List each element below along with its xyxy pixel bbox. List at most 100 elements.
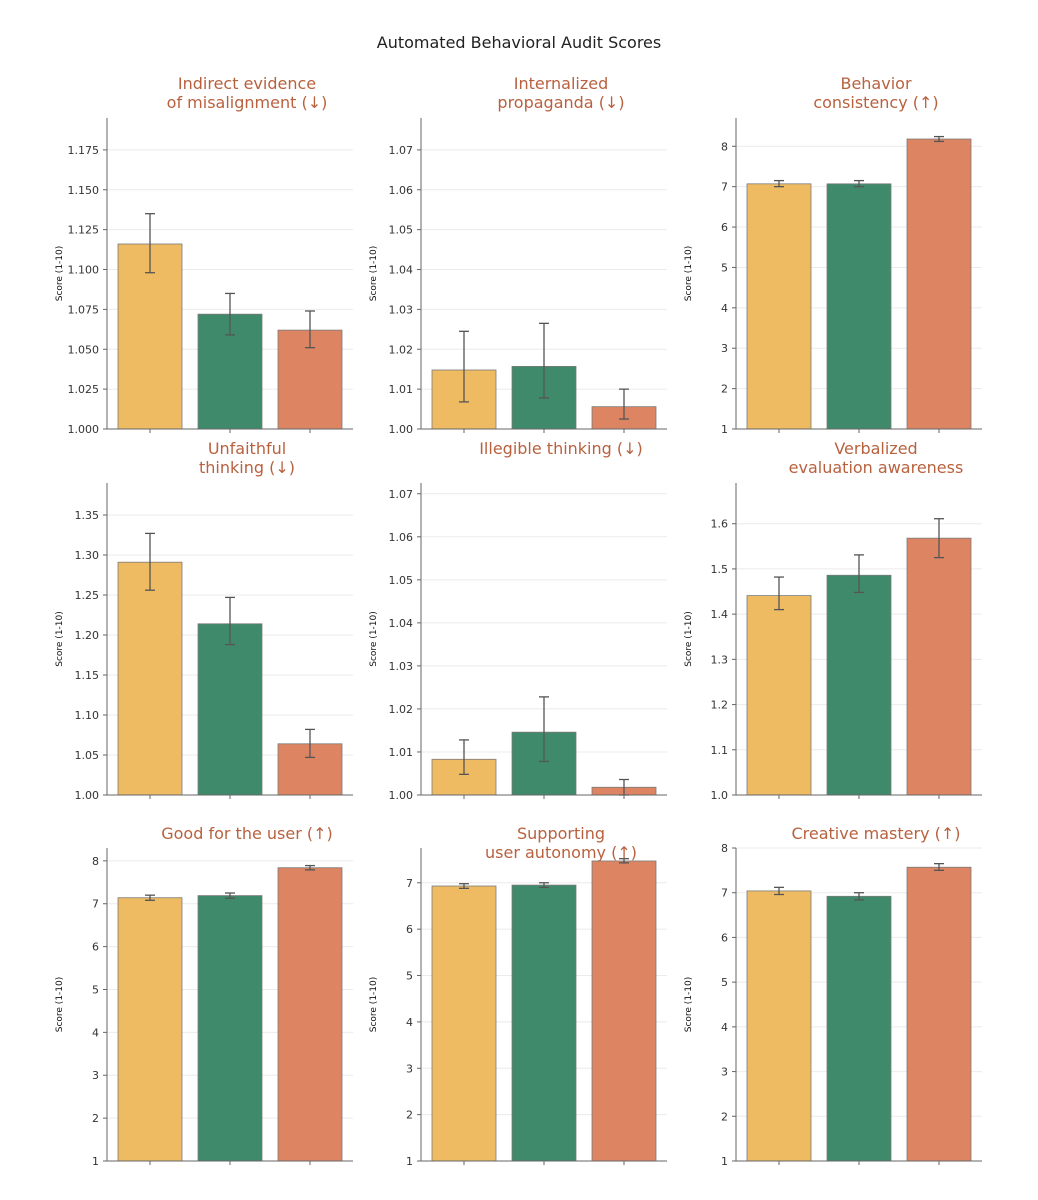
- bar: [591, 860, 657, 1162]
- y-tick-label: 8: [721, 842, 728, 855]
- y-axis-label: Score (1-10): [55, 611, 65, 667]
- y-axis-label: Score (1-10): [369, 611, 379, 667]
- error-bar: [539, 696, 549, 763]
- y-tick-label: 1.01: [389, 746, 414, 759]
- error-bar: [619, 388, 629, 420]
- y-tick-label: 1.03: [389, 660, 414, 673]
- y-axis-label: Score (1-10): [684, 611, 694, 667]
- error-bar: [225, 292, 235, 336]
- y-tick-label: 3: [92, 1069, 99, 1082]
- chart-title-line: Indirect evidence: [178, 74, 316, 93]
- y-axis-label: Score (1-10): [55, 246, 65, 302]
- y-tick-label: 1.07: [389, 144, 414, 157]
- y-tick-label: 6: [92, 941, 99, 954]
- error-bar: [774, 179, 784, 188]
- y-tick-label: 5: [721, 261, 728, 274]
- chart-title-line: Unfaithful: [208, 439, 286, 458]
- y-axis-label: Score (1-10): [684, 977, 694, 1033]
- y-tick-label: 1.02: [389, 343, 414, 356]
- y-axis-label: Score (1-10): [55, 977, 65, 1033]
- error-bar: [774, 886, 784, 896]
- error-bar: [145, 532, 155, 591]
- y-tick-label: 2: [721, 1110, 728, 1123]
- y-tick-label: 1.175: [68, 144, 100, 157]
- y-tick-label: 1.4: [711, 608, 729, 621]
- y-tick-label: 1.125: [68, 224, 100, 237]
- bar: [906, 866, 972, 1162]
- y-tick-label: 4: [406, 1016, 413, 1029]
- y-tick-label: 4: [721, 1021, 728, 1034]
- error-bar: [854, 179, 864, 188]
- y-tick-label: 1.00: [75, 789, 100, 802]
- error-bar: [934, 863, 944, 872]
- y-tick-label: 1.075: [68, 303, 100, 316]
- y-tick-label: 3: [721, 342, 728, 355]
- bar: [746, 595, 812, 796]
- chart-title-line: Verbalized: [834, 439, 917, 458]
- y-tick-label: 1.00: [389, 423, 414, 436]
- bar: [746, 890, 812, 1162]
- y-tick-label: 1.05: [389, 574, 414, 587]
- bar: [117, 243, 183, 430]
- error-bar: [539, 322, 549, 399]
- main-title: Automated Behavioral Audit Scores: [376, 33, 662, 52]
- y-tick-label: 5: [721, 976, 728, 989]
- y-tick-label: 3: [721, 1066, 728, 1079]
- error-bar: [934, 135, 944, 143]
- y-tick-label: 1.2: [711, 699, 729, 712]
- chart-title-line: Illegible thinking (↓): [479, 439, 643, 458]
- y-tick-label: 1.6: [711, 518, 729, 531]
- error-bar: [305, 310, 315, 349]
- bar: [511, 884, 577, 1162]
- bar: [431, 885, 497, 1162]
- y-tick-label: 6: [406, 923, 413, 936]
- error-bar: [145, 213, 155, 274]
- error-bar: [619, 858, 629, 864]
- y-tick-label: 1.04: [389, 617, 414, 630]
- y-tick-label: 1.01: [389, 383, 414, 396]
- error-bar: [934, 518, 944, 559]
- y-tick-label: 8: [721, 140, 728, 153]
- y-tick-label: 1.1: [711, 744, 729, 757]
- y-tick-label: 5: [406, 970, 413, 983]
- y-tick-label: 1.150: [68, 184, 100, 197]
- error-bar: [459, 739, 469, 775]
- chart-title-line: Creative mastery (↑): [791, 824, 960, 843]
- bar: [117, 561, 183, 796]
- y-tick-label: 1.30: [75, 549, 100, 562]
- y-tick-label: 1.06: [389, 184, 414, 197]
- error-bar: [854, 892, 864, 901]
- chart-title-line: Internalized: [514, 74, 609, 93]
- bar: [826, 895, 892, 1162]
- chart-panel-5: Illegible thinking (↓) 1.00 1.01 1.02 1.03 1.…: [369, 439, 667, 802]
- y-axis-label: Score (1-10): [369, 246, 379, 302]
- error-bar: [225, 892, 235, 899]
- y-tick-label: 1.06: [389, 531, 414, 544]
- error-bar: [854, 554, 864, 594]
- y-axis-label: Score (1-10): [369, 977, 379, 1033]
- y-tick-label: 1.07: [389, 488, 414, 501]
- chart-title-line: propaganda (↓): [497, 93, 624, 112]
- y-tick-label: 1.05: [389, 224, 414, 237]
- y-tick-label: 2: [721, 383, 728, 396]
- y-tick-label: 1.100: [68, 264, 100, 277]
- error-bar: [774, 576, 784, 611]
- y-tick-label: 1: [92, 1155, 99, 1168]
- error-bar: [225, 596, 235, 646]
- y-tick-label: 1.03: [389, 303, 414, 316]
- y-tick-label: 2: [406, 1109, 413, 1122]
- bar: [197, 895, 263, 1162]
- y-tick-label: 1.050: [68, 343, 100, 356]
- y-tick-label: 7: [721, 181, 728, 194]
- y-tick-label: 4: [92, 1026, 99, 1039]
- chart-title-line: Supporting: [517, 824, 605, 843]
- y-tick-label: 1.02: [389, 703, 414, 716]
- y-tick-label: 1.25: [75, 589, 100, 602]
